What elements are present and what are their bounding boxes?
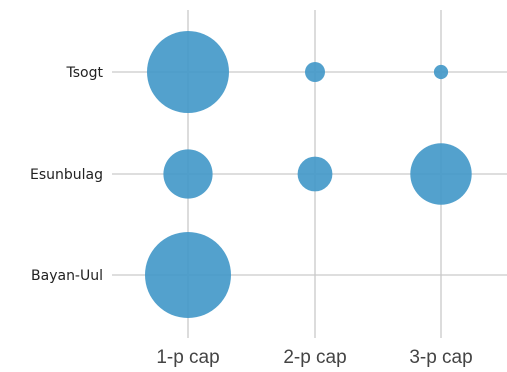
bubble (145, 232, 231, 318)
x-tick-label: 2-p cap (283, 347, 346, 368)
bubble (163, 149, 213, 199)
y-tick-label: Esunbulag (30, 167, 103, 183)
bubbles (145, 31, 472, 318)
bubble (147, 31, 229, 113)
bubble (433, 64, 449, 80)
x-axis-labels: 1-p cap 2-p cap 3-p cap (156, 347, 472, 368)
x-tick-label: 1-p cap (156, 347, 219, 368)
x-tick-label: 3-p cap (409, 347, 472, 368)
y-tick-label: Tsogt (66, 65, 104, 81)
y-axis-labels: Tsogt Esunbulag Bayan-Uul (30, 65, 104, 284)
bubble (297, 156, 333, 192)
bubble (410, 143, 472, 205)
bubble (305, 62, 325, 82)
y-tick-label: Bayan-Uul (31, 268, 103, 284)
